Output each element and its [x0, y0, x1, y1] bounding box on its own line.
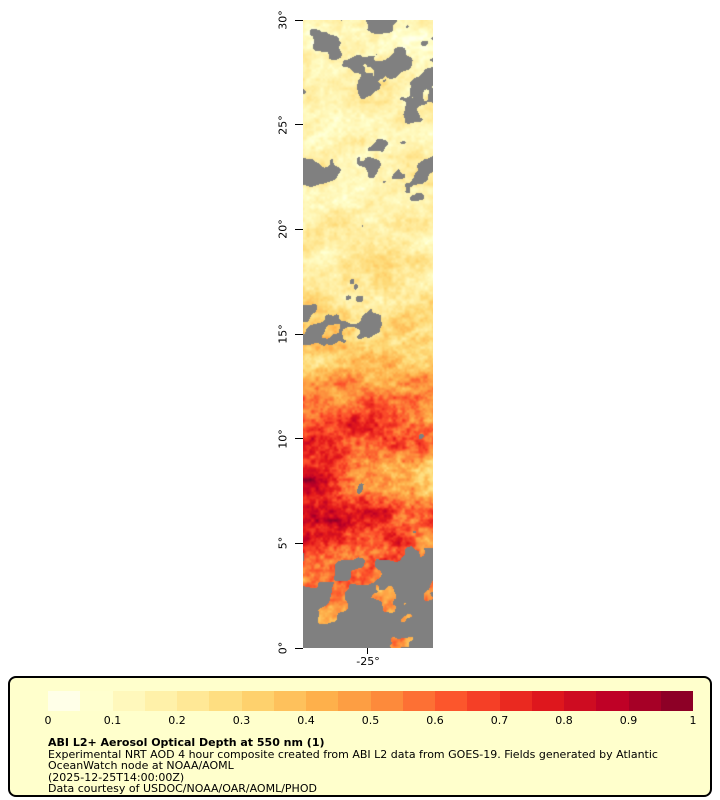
y-axis-tick-label: 30° [276, 10, 290, 30]
colorbar-segment [467, 691, 500, 711]
colorbar-tick-label: 1 [689, 714, 697, 727]
y-axis-tick [295, 124, 303, 126]
colorbar-tick-label: 0.6 [426, 714, 444, 727]
y-axis-tick [295, 333, 303, 335]
y-axis-tick [295, 647, 303, 649]
legend-timestamp: (2025-12-25T14:00:00Z) [48, 770, 185, 784]
colorbar-tick-label: 0.7 [490, 714, 509, 727]
colorbar-segment [144, 691, 177, 711]
colorbar-segment [241, 691, 274, 711]
colorbar-tick-label: 0.9 [619, 714, 638, 727]
colorbar-legend: 0 0.1 0.2 0.3 0.4 0.5 0.6 0.7 0.8 0.9 1 ABI L2+ Ae… [8, 676, 712, 797]
colorbar-segment [80, 691, 113, 711]
y-axis-tick-label: 25° [276, 114, 290, 135]
colorbar-segment [48, 691, 81, 711]
y-axis-tick-label: 5° [276, 537, 290, 550]
colorbar-segment [435, 691, 468, 711]
legend-description: Experimental NRT AOD 4 hour composite cr… [48, 747, 658, 773]
y-axis-tick [295, 542, 303, 544]
colorbar-tick-label: 0 [44, 714, 52, 727]
colorbar-segment [564, 691, 597, 711]
colorbar-segment [273, 691, 306, 711]
colorbar-segment [177, 691, 210, 711]
colorbar-segment [499, 691, 532, 711]
y-axis-tick [295, 228, 303, 230]
colorbar-tick-label: 0.2 [168, 714, 186, 727]
x-axis-tick [367, 648, 368, 654]
colorbar-segment [338, 691, 371, 711]
x-axis-tick-label: -25° [356, 655, 380, 668]
y-axis-tick-label: 15° [276, 324, 290, 344]
y-axis-tick-label: 10° [276, 428, 290, 449]
colorbar-segment [209, 691, 242, 711]
colorbar-segment [596, 691, 629, 711]
legend-text: ABI L2+ Aerosol Optical Depth at 550 nm … [48, 737, 708, 795]
colorbar-tick-label: 0.3 [232, 714, 251, 727]
colorbar [48, 691, 693, 711]
y-axis-tick-label: 20° [276, 219, 290, 240]
colorbar-segment [531, 691, 564, 711]
aod-map-canvas [303, 20, 433, 648]
colorbar-segment [306, 691, 339, 711]
colorbar-segment [660, 691, 693, 711]
y-axis-tick [295, 438, 303, 440]
colorbar-tick-label: 0.8 [555, 714, 573, 727]
colorbar-segment [370, 691, 403, 711]
y-axis-tick-label: 0° [276, 641, 290, 655]
colorbar-segment [112, 691, 145, 711]
colorbar-tick-label: 0.1 [103, 714, 122, 727]
legend-courtesy: Data courtesy of USDOC/NOAA/OAR/AOML/PHO… [48, 782, 317, 796]
colorbar-tick-label: 0.4 [297, 714, 315, 727]
colorbar-tick-label: 0.5 [361, 714, 380, 727]
legend-title: ABI L2+ Aerosol Optical Depth at 550 nm … [48, 736, 325, 749]
colorbar-tick-labels: 0 0.1 0.2 0.3 0.4 0.5 0.6 0.7 0.8 0.9 1 [44, 714, 697, 728]
colorbar-segment [628, 691, 661, 711]
y-axis-tick [295, 19, 303, 21]
colorbar-segment [402, 691, 435, 711]
